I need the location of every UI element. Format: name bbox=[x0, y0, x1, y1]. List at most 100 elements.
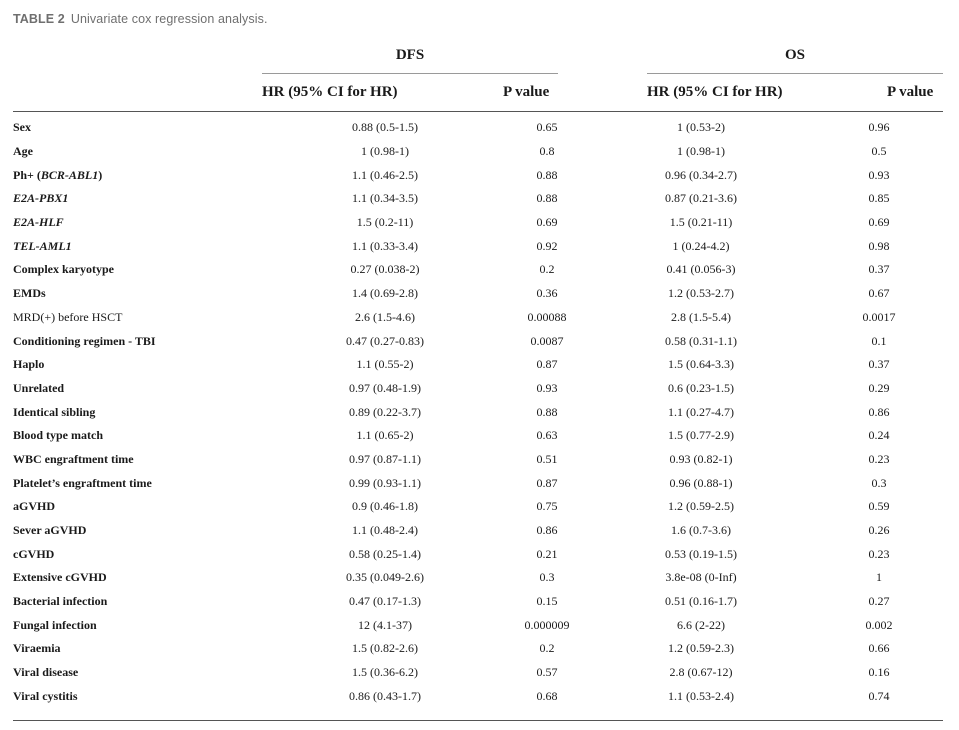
os-p-cell: 0.37 bbox=[868, 262, 890, 277]
os-hr-cell: 6.6 (2-22) bbox=[677, 617, 725, 632]
table-row: aGVHD 0.9 (0.46-1.8) 0.75 1.2 (0.59-2.5) 0.5… bbox=[13, 495, 943, 519]
table-row: Viraemia 1.5 (0.82-2.6) 0.2 1.2 (0.59-2.3) 0… bbox=[13, 637, 943, 661]
dfs-p-cell: 0.8 bbox=[539, 144, 555, 159]
os-p-cell: 0.3 bbox=[871, 475, 887, 490]
table-row: Unrelated 0.97 (0.48-1.9) 0.93 0.6 (0.23-1.… bbox=[13, 377, 943, 401]
variable-cell: Viral disease bbox=[13, 665, 79, 680]
os-hr-cell: 0.93 (0.82-1) bbox=[669, 451, 733, 466]
column-header-os-hr: HR (95% CI for HR) bbox=[647, 84, 783, 100]
os-hr-cell: 1.1 (0.27-4.7) bbox=[668, 404, 734, 419]
table-row: MRD(+) before HSCT 2.6 (1.5-4.6) 0.00088 2.… bbox=[13, 306, 943, 330]
dfs-p-cell: 0.2 bbox=[539, 641, 555, 656]
variable-cell: Conditioning regimen - TBI bbox=[13, 333, 156, 348]
os-hr-cell: 0.96 (0.34-2.7) bbox=[665, 167, 737, 182]
dfs-hr-cell: 0.88 (0.5-1.5) bbox=[352, 120, 418, 135]
dfs-p-cell: 0.2 bbox=[539, 262, 555, 277]
os-p-cell: 0.1 bbox=[871, 333, 887, 348]
bottom-rule bbox=[13, 720, 943, 721]
dfs-hr-cell: 0.97 (0.48-1.9) bbox=[349, 380, 421, 395]
column-header-os-p: P value bbox=[887, 84, 934, 100]
os-p-cell: 0.69 bbox=[868, 215, 890, 230]
os-hr-cell: 1.5 (0.21-11) bbox=[669, 215, 733, 230]
dfs-hr-cell: 1.1 (0.65-2) bbox=[356, 428, 414, 443]
os-hr-cell: 0.96 (0.88-1) bbox=[669, 475, 733, 490]
dfs-hr-cell: 1.5 (0.2-11) bbox=[356, 215, 414, 230]
dfs-hr-cell: 0.27 (0.038-2) bbox=[350, 262, 420, 277]
dfs-p-cell: 0.36 bbox=[536, 286, 558, 301]
os-hr-cell: 0.51 (0.16-1.7) bbox=[665, 594, 737, 609]
os-p-cell: 0.29 bbox=[868, 380, 890, 395]
dfs-p-cell: 0.69 bbox=[536, 215, 558, 230]
dfs-p-cell: 0.21 bbox=[536, 546, 558, 561]
os-hr-cell: 3.8e-08 (0-Inf) bbox=[665, 570, 737, 585]
dfs-hr-cell: 1.4 (0.69-2.8) bbox=[352, 286, 418, 301]
table-row: Conditioning regimen - TBI 0.47 (0.27-0.8… bbox=[13, 329, 943, 353]
variable-cell: aGVHD bbox=[13, 499, 55, 514]
table-row: WBC engraftment time 0.97 (0.87-1.1) 0.51 0… bbox=[13, 448, 943, 472]
dfs-hr-cell: 1.1 (0.55-2) bbox=[356, 357, 414, 372]
variable-cell: Viraemia bbox=[13, 641, 61, 656]
dfs-p-cell: 0.51 bbox=[536, 451, 558, 466]
dfs-p-cell: 0.92 bbox=[536, 238, 558, 253]
os-p-cell: 0.16 bbox=[868, 665, 890, 680]
table-row: TEL-AML1 1.1 (0.33-3.4) 0.92 1 (0.24-4.2) 0.… bbox=[13, 234, 943, 258]
dfs-p-cell: 0.3 bbox=[539, 570, 555, 585]
table-label: TABLE 2 bbox=[13, 12, 65, 26]
os-hr-cell: 1.1 (0.53-2.4) bbox=[668, 688, 734, 703]
variable-cell: Bacterial infection bbox=[13, 594, 108, 609]
os-hr-cell: 1.6 (0.7-3.6) bbox=[671, 523, 731, 538]
group-rule-os bbox=[647, 73, 943, 74]
dfs-p-cell: 0.57 bbox=[536, 665, 558, 680]
group-header-dfs: DFS bbox=[395, 47, 425, 63]
os-p-cell: 0.96 bbox=[868, 120, 890, 135]
dfs-p-cell: 0.87 bbox=[536, 475, 558, 490]
os-p-cell: 0.93 bbox=[868, 167, 890, 182]
os-p-cell: 0.23 bbox=[868, 451, 890, 466]
variable-cell: Fungal infection bbox=[13, 617, 97, 632]
table-row: Extensive cGVHD 0.35 (0.049-2.6) 0.3 3.8e-0… bbox=[13, 566, 943, 590]
os-p-cell: 0.27 bbox=[868, 594, 890, 609]
variable-cell: Ph+ (BCR-ABL1) bbox=[13, 163, 263, 187]
regression-table: Sex 0.88 (0.5-1.5) 0.65 1 (0.53-2) 0.96 Age 1 … bbox=[13, 116, 943, 708]
os-hr-cell: 1 (0.53-2) bbox=[677, 120, 725, 135]
os-p-cell: 0.86 bbox=[868, 404, 890, 419]
table-row: Viral cystitis 0.86 (0.43-1.7) 0.68 1.1 (0.… bbox=[13, 685, 943, 709]
dfs-p-cell: 0.88 bbox=[536, 404, 558, 419]
variable-cell: E2A-HLF bbox=[13, 215, 64, 230]
variable-prefix: Ph+ ( bbox=[13, 167, 41, 182]
os-p-cell: 1 bbox=[876, 570, 882, 585]
table-row: Bacterial infection 0.47 (0.17-1.3) 0.15 0.… bbox=[13, 590, 943, 614]
dfs-p-cell: 0.93 bbox=[536, 380, 558, 395]
table-row: Haplo 1.1 (0.55-2) 0.87 1.5 (0.64-3.3) 0.37 bbox=[13, 353, 943, 377]
table-body: Sex 0.88 (0.5-1.5) 0.65 1 (0.53-2) 0.96 Age 1 … bbox=[13, 116, 943, 708]
os-p-cell: 0.5 bbox=[871, 144, 887, 159]
table-row: Identical sibling 0.89 (0.22-3.7) 0.88 1.1 … bbox=[13, 400, 943, 424]
variable-cell: Viral cystitis bbox=[13, 688, 78, 703]
dfs-hr-cell: 1.1 (0.34-3.5) bbox=[352, 191, 418, 206]
table-row: E2A-HLF 1.5 (0.2-11) 0.69 1.5 (0.21-11) 0.69 bbox=[13, 211, 943, 235]
dfs-hr-cell: 0.58 (0.25-1.4) bbox=[349, 546, 421, 561]
dfs-hr-cell: 1.1 (0.48-2.4) bbox=[352, 523, 418, 538]
variable-gene: BCR-ABL1 bbox=[40, 167, 99, 182]
variable-cell: WBC engraftment time bbox=[13, 451, 134, 466]
os-hr-cell: 0.87 (0.21-3.6) bbox=[665, 191, 737, 206]
dfs-hr-cell: 0.47 (0.27-0.83) bbox=[346, 333, 424, 348]
os-p-cell: 0.67 bbox=[868, 286, 890, 301]
variable-suffix: ) bbox=[98, 167, 103, 182]
os-hr-cell: 1 (0.98-1) bbox=[677, 144, 725, 159]
variable-cell: Age bbox=[13, 144, 33, 159]
os-hr-cell: 0.58 (0.31-1.1) bbox=[665, 333, 737, 348]
os-p-cell: 0.85 bbox=[868, 191, 890, 206]
dfs-hr-cell: 0.86 (0.43-1.7) bbox=[349, 688, 421, 703]
table-row: Viral disease 1.5 (0.36-6.2) 0.57 2.8 (0.67… bbox=[13, 661, 943, 685]
dfs-p-cell: 0.87 bbox=[536, 357, 558, 372]
os-p-cell: 0.37 bbox=[868, 357, 890, 372]
variable-cell: cGVHD bbox=[13, 546, 55, 561]
variable-cell: Platelet’s engraftment time bbox=[13, 475, 152, 490]
os-p-cell: 0.59 bbox=[868, 499, 890, 514]
table-row: EMDs 1.4 (0.69-2.8) 0.36 1.2 (0.53-2.7) 0.67 bbox=[13, 282, 943, 306]
table-row: Blood type match 1.1 (0.65-2) 0.63 1.5 (0.7… bbox=[13, 424, 943, 448]
dfs-hr-cell: 1.5 (0.36-6.2) bbox=[352, 665, 418, 680]
dfs-p-cell: 0.88 bbox=[536, 191, 558, 206]
os-hr-cell: 1 (0.24-4.2) bbox=[672, 238, 730, 253]
